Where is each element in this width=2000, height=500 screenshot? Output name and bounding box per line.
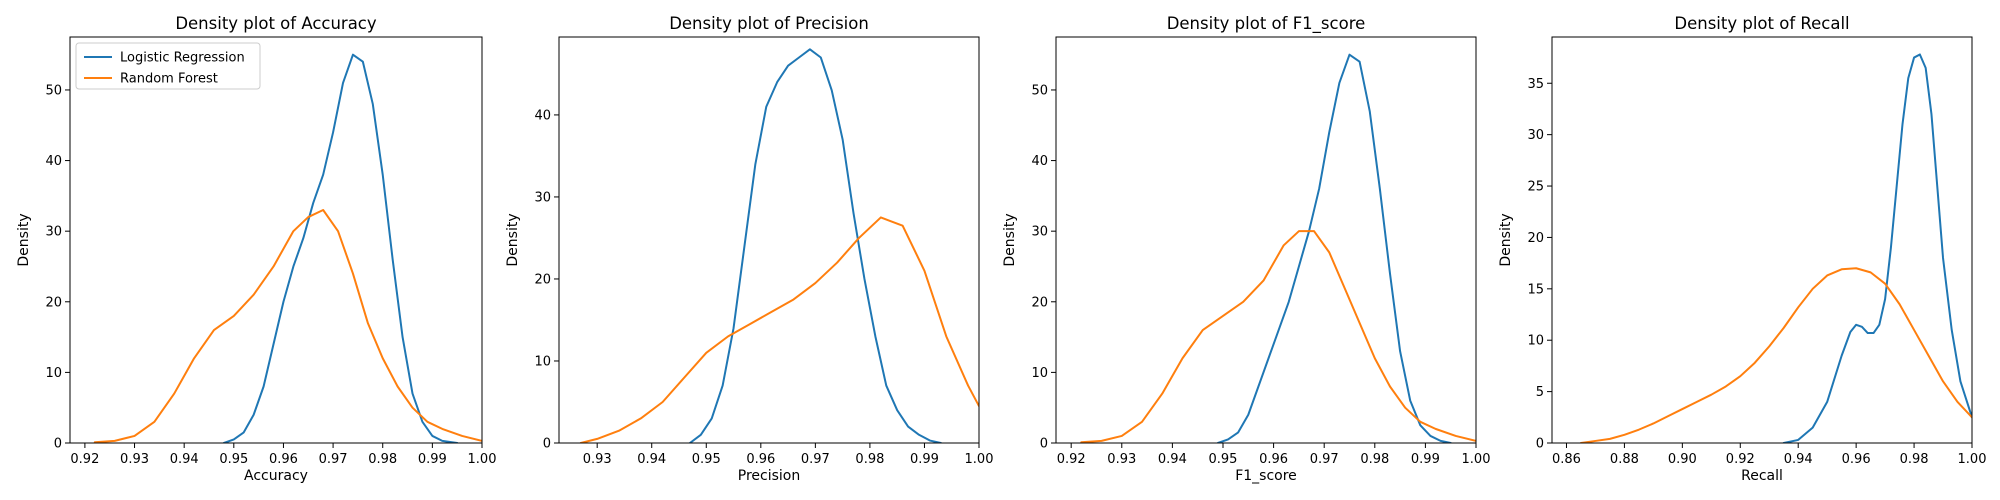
x-tick-label: 0.96: [1259, 452, 1288, 467]
plot-area-frame: [69, 36, 483, 444]
y-tick-label: 10: [1031, 366, 1048, 381]
y-tick-label: 30: [534, 190, 551, 205]
x-tick-label: 0.92: [1057, 452, 1086, 467]
legend: Logistic Regression Random Forest: [75, 42, 261, 90]
y-tick-label: 20: [45, 295, 62, 310]
x-tick-label: 0.99: [418, 452, 447, 467]
y-tick-label: 40: [45, 154, 62, 169]
series-line-random-forest: [1080, 230, 1476, 443]
y-tick-label: 20: [534, 272, 551, 287]
x-axis-label: Precision: [738, 468, 800, 484]
y-axis-label: Density: [16, 213, 32, 266]
x-tick-label: 0.95: [692, 452, 721, 467]
plot-area-frame: [1055, 36, 1477, 444]
chart-panel-1: 0.92 0.93 0.94 0.95 0.96 0.97 0.98 0.99 1.00 0 10 2…: [16, 14, 496, 484]
x-tick-label: 0.96: [269, 452, 298, 467]
y-tick-label: 50: [45, 83, 62, 98]
x-axis-label: Accuracy: [244, 468, 308, 484]
x-tick-label: 0.98: [1360, 452, 1389, 467]
x-tick-label: 0.92: [1726, 452, 1755, 467]
panel-title: Density plot of Recall: [1674, 14, 1849, 33]
y-tick-label: 0: [1536, 437, 1544, 452]
panel-title: Density plot of Precision: [669, 14, 869, 33]
x-tick-label: 0.94: [1158, 452, 1187, 467]
x-tick-label: 0.95: [219, 452, 248, 467]
x-axis-label: F1_score: [1235, 468, 1297, 484]
x-tick-label: 1.00: [468, 452, 497, 467]
series-line-random-forest: [93, 208, 482, 443]
y-tick-label: 30: [1031, 225, 1048, 240]
chart-panel-2: 0.93 0.94 0.95 0.96 0.97 0.98 0.99 1.00 0 10 20 30 4…: [505, 14, 993, 484]
y-tick-label: 20: [1031, 295, 1048, 310]
y-tick-label: 20: [1527, 231, 1544, 246]
x-tick-label: 0.97: [801, 452, 830, 467]
x-tick-label: 1.00: [1958, 452, 1987, 467]
x-axis-label: Recall: [1741, 468, 1783, 484]
x-tick-label: 0.93: [1107, 452, 1136, 467]
x-tick-label: 0.86: [1552, 452, 1581, 467]
legend-label: Random Forest: [120, 72, 218, 87]
x-tick-label: 0.92: [70, 452, 99, 467]
y-tick-label: 30: [45, 225, 62, 240]
y-tick-label: 10: [45, 366, 62, 381]
x-tick-label: 0.99: [910, 452, 939, 467]
series-line-logistic-regression: [1216, 53, 1452, 443]
chart-panel-4: 0.86 0.88 0.90 0.92 0.94 0.96 0.98 1.00 0 5 10 15 20…: [1498, 14, 1986, 484]
series-line-random-forest: [579, 216, 979, 443]
x-tick-label: 0.93: [583, 452, 612, 467]
y-axis-label: Density: [505, 213, 521, 266]
legend-label: Logistic Regression: [120, 51, 245, 66]
y-tick-label: 40: [534, 108, 551, 123]
x-tick-label: 0.96: [746, 452, 775, 467]
x-tick-label: 0.99: [1411, 452, 1440, 467]
y-tick-label: 35: [1527, 77, 1544, 92]
series-line-logistic-regression: [688, 48, 942, 443]
panel-title: Density plot of F1_score: [1167, 14, 1366, 34]
x-tick-label: 0.94: [170, 452, 199, 467]
y-axis-label: Density: [1002, 213, 1018, 266]
plot-area-frame: [1551, 36, 1973, 444]
y-axis-label: Density: [1498, 213, 1514, 266]
x-tick-label: 0.97: [319, 452, 348, 467]
x-tick-label: 0.98: [855, 452, 884, 467]
x-tick-label: 0.94: [637, 452, 666, 467]
y-tick-label: 0: [543, 437, 551, 452]
plot-area-frame: [558, 36, 980, 444]
chart-panel-3: 0.92 0.93 0.94 0.95 0.96 0.97 0.98 0.99 1.00 0 10 2…: [1002, 14, 1490, 484]
y-tick-label: 10: [534, 354, 551, 369]
x-tick-label: 0.98: [1900, 452, 1929, 467]
x-tick-label: 0.97: [1310, 452, 1339, 467]
x-tick-label: 0.95: [1209, 452, 1238, 467]
y-tick-label: 50: [1031, 83, 1048, 98]
y-tick-label: 5: [1536, 385, 1544, 400]
y-tick-label: 0: [54, 437, 62, 452]
x-tick-label: 1.00: [1462, 452, 1491, 467]
series-line-random-forest: [1579, 267, 1972, 443]
x-tick-label: 0.93: [120, 452, 149, 467]
series-line-logistic-regression: [222, 53, 459, 443]
x-tick-label: 0.98: [368, 452, 397, 467]
x-tick-label: 0.94: [1784, 452, 1813, 467]
y-tick-label: 25: [1527, 180, 1544, 195]
y-tick-label: 30: [1527, 128, 1544, 143]
y-tick-label: 40: [1031, 154, 1048, 169]
y-tick-label: 15: [1527, 282, 1544, 297]
x-tick-label: 1.00: [965, 452, 994, 467]
x-tick-label: 0.90: [1668, 452, 1697, 467]
x-tick-label: 0.96: [1842, 452, 1871, 467]
panel-title: Density plot of Accuracy: [175, 14, 377, 33]
legend-frame: [75, 42, 261, 90]
series-line-logistic-regression: [1782, 53, 1972, 443]
y-tick-label: 0: [1040, 437, 1048, 452]
x-tick-label: 0.88: [1610, 452, 1639, 467]
y-tick-label: 10: [1527, 334, 1544, 349]
